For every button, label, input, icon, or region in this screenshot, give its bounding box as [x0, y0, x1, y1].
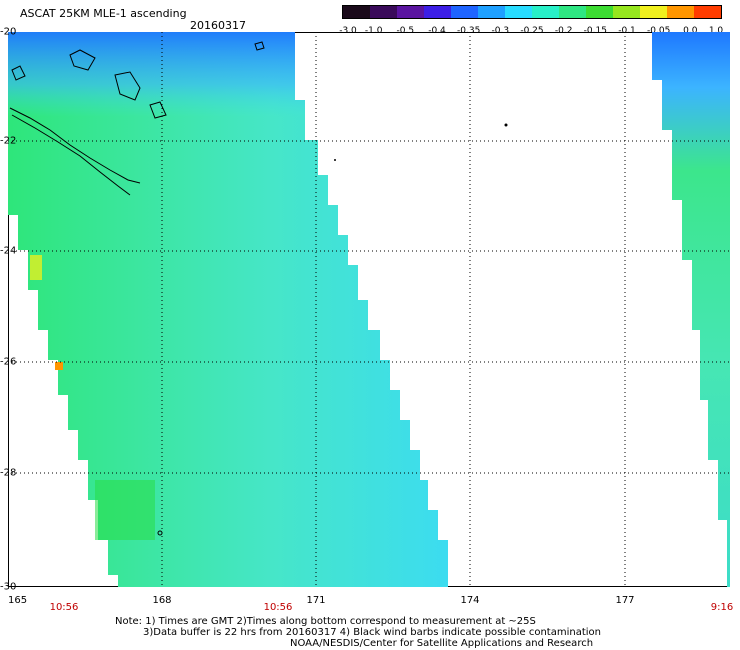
time-label: 10:56	[263, 602, 293, 613]
lon-label: 174	[460, 595, 480, 606]
color-scale-segment	[478, 6, 505, 18]
footnote-line-2: 3)Data buffer is 22 hrs from 20160317 4)…	[143, 627, 601, 638]
coastline	[9, 41, 265, 196]
island-dot	[334, 159, 336, 161]
color-scale-label: -1.0	[364, 26, 383, 36]
left-swath-blue-region	[8, 32, 328, 220]
color-scale-label: 0.0	[683, 26, 698, 36]
color-scale-bar	[342, 5, 722, 19]
color-scale-segment	[370, 6, 397, 18]
color-scale-segment	[613, 6, 640, 18]
color-scale-segment	[451, 6, 478, 18]
color-scale-segment	[397, 6, 424, 18]
lat-label: -28	[0, 467, 17, 479]
lat-lon-grid	[8, 32, 730, 587]
left-swath-yellow-patch	[30, 255, 42, 280]
lon-label: 168	[152, 595, 172, 606]
time-label: 9:16	[710, 602, 734, 613]
lat-label: -26	[0, 356, 17, 368]
footnote-credit: NOAA/NESDIS/Center for Satellite Applica…	[290, 638, 594, 649]
lon-label: 177	[615, 595, 635, 606]
chart-title: ASCAT 25KM MLE-1 ascending	[20, 7, 187, 20]
lat-label: -30	[0, 581, 17, 593]
island-dot	[504, 123, 508, 127]
lat-label: -20	[0, 26, 17, 38]
left-swath-bright-green-patch	[95, 480, 155, 540]
color-scale-label: -0.35	[457, 26, 481, 36]
color-scale-label: -0.05	[647, 26, 671, 36]
color-scale-segment	[694, 6, 721, 18]
color-scale-segment	[667, 6, 694, 18]
color-scale-label: -0.3	[491, 26, 510, 36]
lon-label: 165	[8, 595, 28, 606]
color-scale-label: -3.0	[339, 26, 357, 36]
lat-label: -24	[0, 245, 17, 257]
chart-date: 20160317	[190, 19, 246, 32]
left-swath-orange-cell	[55, 362, 63, 370]
color-scale-segment	[532, 6, 559, 18]
color-scale-segment	[559, 6, 586, 18]
color-scale-segment	[424, 6, 451, 18]
color-scale-label: -0.25	[520, 26, 544, 36]
lon-label: 171	[306, 595, 326, 606]
color-scale-segment	[586, 6, 613, 18]
color-scale-label: -0.15	[583, 26, 607, 36]
color-scale-segment	[343, 6, 370, 18]
lat-label: -22	[0, 135, 17, 147]
right-swath	[652, 32, 730, 587]
color-scale-segment	[505, 6, 532, 18]
color-scale-label: -0.5	[396, 26, 415, 36]
color-scale-label: 1.0	[708, 26, 724, 36]
time-label: 10:56	[49, 602, 79, 613]
footnote-line-1: Note: 1) Times are GMT 2)Times along bot…	[115, 616, 536, 627]
color-scale-label: -0.4	[428, 26, 446, 36]
color-scale-label: -0.1	[618, 26, 636, 36]
color-scale-segment	[640, 6, 667, 18]
color-scale-label: -0.2	[554, 26, 573, 36]
